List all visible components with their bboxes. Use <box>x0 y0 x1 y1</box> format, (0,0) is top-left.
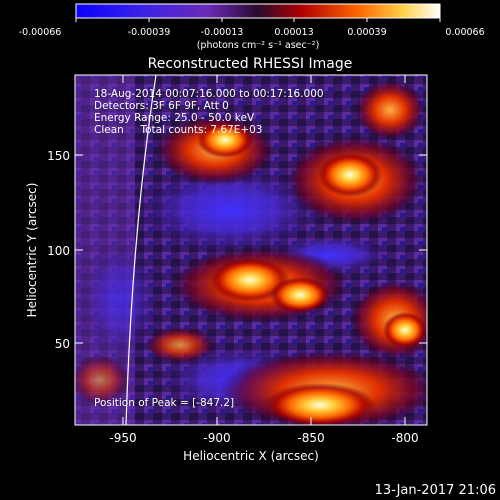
info-energy-range: Energy Range: 25.0 - 50.0 keV <box>94 112 255 124</box>
x-tick-label: -800 <box>391 431 418 445</box>
info-detectors: Detectors: 3F 6F 9F, Att 0 <box>94 100 229 112</box>
colorbar-tick-label: -0.00013 <box>201 27 244 38</box>
plot-title: Reconstructed RHESSI Image <box>148 56 353 72</box>
colorbar-gradient <box>75 3 441 19</box>
colorbar-tick-label: 0.00013 <box>274 27 313 38</box>
x-tick-label: -900 <box>203 431 230 445</box>
colorbar: -0.00066 -0.00039 -0.00013 0.00013 0.000… <box>19 3 485 51</box>
y-tick-label: 100 <box>47 244 70 258</box>
colorbar-tick-label: -0.00039 <box>128 27 171 38</box>
info-time-range: 18-Aug-2014 00:07:16.000 to 00:17:16.000 <box>94 88 324 100</box>
colorbar-tick-label: -0.00066 <box>19 27 62 38</box>
info-block: 18-Aug-2014 00:07:16.000 to 00:17:16.000… <box>94 88 324 136</box>
colorbar-ticks <box>75 18 441 22</box>
image-area <box>75 75 427 425</box>
peak-position-label: Position of Peak = [-847.2] <box>94 397 234 409</box>
info-clean-counts: Clean Total counts: 7.67E+03 <box>94 124 263 136</box>
x-tick-label: -850 <box>297 431 324 445</box>
axis-ticks <box>75 75 427 425</box>
footer-timestamp: 13-Jan-2017 21:06 <box>375 483 496 498</box>
solar-limb-curve <box>125 75 157 425</box>
x-axis-label: Heliocentric X (arcsec) <box>183 449 319 463</box>
colorbar-unit-label: (photons cm⁻² s⁻¹ asec⁻²) <box>197 40 320 51</box>
y-tick-label: 50 <box>55 337 70 351</box>
colorbar-tick-label: 0.00066 <box>445 27 484 38</box>
x-tick-label: -950 <box>109 431 136 445</box>
y-axis-label: Heliocentric Y (arcsec) <box>25 183 39 318</box>
colorbar-tick-label: 0.00039 <box>347 27 386 38</box>
y-tick-label: 150 <box>47 149 70 163</box>
